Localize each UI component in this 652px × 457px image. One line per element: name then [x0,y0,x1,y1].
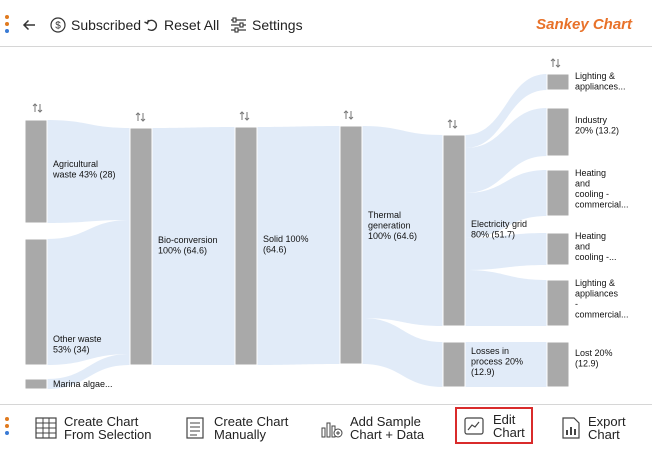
sankey-node-label-heat2: Heating and cooling -... [575,231,617,262]
sankey-node-label-marina: Marina algae... [53,379,113,389]
undo-icon [144,19,158,32]
app-title: Sankey Chart [536,16,632,33]
create-selection-line1: Create Chart [64,414,139,429]
sankey-link-grid-to-industry[interactable] [465,108,547,193]
sankey-node-thermal[interactable] [339,125,363,365]
add-sample-line2: Chart + Data [350,427,425,442]
add-sample-chart-button[interactable]: Add Sample Chart + Data [320,408,424,448]
sankey-node-agri[interactable] [24,119,48,224]
subscribed-label: Subscribed [71,17,142,33]
create-manual-line1: Create Chart [214,414,289,429]
sankey-node-marina[interactable] [24,378,48,390]
sort-arrows-icon[interactable] [239,111,250,121]
sankey-node-losses[interactable] [442,341,466,388]
sankey-link-other-to-bio[interactable] [47,220,130,365]
sankey-link-grid-to-heat2[interactable] [465,233,547,270]
create-chart-manually-button[interactable]: Create Chart Manually [184,408,288,448]
sankey-node-grid[interactable] [442,134,466,327]
sort-arrows-icon[interactable] [32,103,43,113]
sankey-node-label-industry: Industry 20% (13.2) [575,115,619,136]
sankey-node-industry[interactable] [546,107,570,157]
export-icon [562,417,580,439]
sankey-nodes: Agricultural waste 43% (28) Other waste 53%… [24,58,629,390]
sankey-node-label-heat1: Heating and cooling -commercial... [575,168,629,210]
edit-line1: Edit [493,411,516,427]
sankey-link-grid-to-heat1[interactable] [465,170,547,238]
sankey-node-label-lost: Lost 20% (12.9) [575,348,613,369]
sankey-link-grid-to-lighting1[interactable] [465,74,547,148]
svg-text:$: $ [55,21,61,32]
export-line1: Export [588,414,626,429]
sankey-node-label-lighting1: Lighting & appliances... [575,71,626,92]
more-menu-icon[interactable] [5,15,10,35]
sankey-node-lost[interactable] [546,341,570,388]
sankey-node-heat1[interactable] [546,169,570,217]
sankey-link-agri-to-bio[interactable] [47,120,130,223]
sankey-node-label-thermal: Thermal generation 100% (64.6) [368,210,417,241]
sort-arrows-icon[interactable] [343,110,354,120]
sort-arrows-icon[interactable] [447,119,458,129]
sankey-node-label-lighting2: Lighting & appliances -commercial... [575,278,629,320]
edit-chart-icon [464,416,484,435]
dollar-circle-icon: $ [50,17,66,33]
sankey-node-lighting2[interactable] [546,279,570,327]
sankey-node-label-losses: Losses in process 20% (12.9) [471,346,523,377]
export-line2: Chart [588,427,620,442]
back-arrow-icon [22,19,35,31]
sankey-node-label-solid: Solid 100% (64.6) [263,234,309,255]
reset-all-label: Reset All [164,17,220,33]
create-selection-line2: From Selection [64,427,152,442]
export-chart-button[interactable]: Export Chart [560,408,626,448]
sort-arrows-icon[interactable] [135,112,146,122]
create-manual-line2: Manually [214,427,267,442]
sankey-chart: Agricultural waste 43% (28) Other waste 53%… [0,48,652,404]
sankey-link-bio-to-solid[interactable] [152,127,235,365]
list-form-icon [186,417,204,439]
sankey-link-solid-to-thermal[interactable] [257,126,340,365]
sankey-link-losses-to-lost[interactable] [465,342,547,387]
edit-line2: Chart [493,424,525,440]
edit-chart-button[interactable]: Edit Chart [455,407,533,444]
sankey-node-label-bio: Bio-conversion 100% (64.6) [158,235,218,256]
sankey-node-bio[interactable] [129,127,153,366]
reset-all-button[interactable]: Reset All [143,13,219,37]
sankey-node-other[interactable] [24,238,48,366]
sankey-node-heat2[interactable] [546,232,570,266]
sankey-svg: Agricultural waste 43% (28) Other waste 53%… [24,58,629,390]
sort-arrows-icon[interactable] [550,58,561,68]
sankey-node-label-grid: Electricity grid 80% (51.7) [471,219,527,240]
sankey-link-thermal-to-grid[interactable] [362,126,443,326]
sankey-node-label-other: Other waste 53% (34) [53,334,102,355]
sankey-links [47,74,547,389]
settings-button[interactable]: Settings [230,13,303,37]
table-grid-icon [35,417,57,439]
bottom-more-menu-icon[interactable] [5,417,10,437]
sankey-link-grid-to-lighting2[interactable] [465,270,547,326]
sankey-node-lighting1[interactable] [546,73,570,91]
sankey-node-label-agri: Agricultural waste 43% (28) [52,159,116,180]
sankey-node-solid[interactable] [234,126,258,366]
sankey-link-marina-to-bio[interactable] [47,354,130,389]
top-toolbar: $ Subscribed Reset All Settings Sankey C… [0,0,652,47]
settings-label: Settings [252,17,303,33]
create-chart-from-selection-button[interactable]: Create Chart From Selection [34,408,151,448]
subscribed-button[interactable]: $ Subscribed [50,13,141,37]
sankey-link-thermal-to-losses[interactable] [362,318,443,387]
sample-data-icon [321,422,343,438]
sliders-icon [231,17,246,33]
add-sample-line1: Add Sample [350,414,421,429]
back-button[interactable] [21,13,37,37]
bottom-toolbar: Create Chart From Selection Create Chart… [0,404,652,457]
